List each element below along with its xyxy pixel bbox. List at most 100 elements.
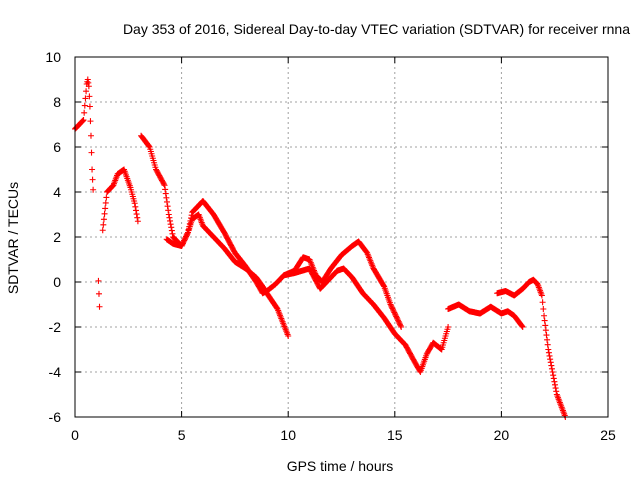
data-point: [132, 207, 139, 214]
x-tick-label: 25: [600, 427, 616, 443]
x-tick-label: 15: [387, 427, 403, 443]
series-arc-4: [280, 265, 452, 375]
data-point: [186, 223, 193, 230]
data-point: [167, 221, 174, 228]
series-arc-5: [445, 301, 526, 330]
data-point: [285, 333, 292, 339]
data-point: [391, 310, 398, 317]
data-point: [542, 327, 549, 334]
data-point: [80, 117, 87, 123]
x-tick-label: 5: [178, 427, 186, 443]
data-point: [519, 324, 526, 330]
data-point: [163, 198, 170, 205]
tick-labels: 0 5 10 15 20 25 -6 -4 -2 0 2 4 6 8 10: [45, 49, 616, 443]
data-point: [83, 88, 90, 95]
data-point: [397, 322, 404, 329]
data-point: [102, 205, 109, 212]
data-point: [540, 306, 547, 312]
data-point: [87, 132, 94, 139]
data-point: [387, 301, 394, 308]
data-point: [388, 302, 395, 309]
data-point: [85, 83, 92, 90]
data-point: [188, 212, 195, 219]
data-point: [165, 207, 172, 214]
data-point: [188, 215, 195, 222]
plot-frame: [74, 56, 609, 418]
data-point: [544, 341, 551, 348]
data-point: [132, 203, 139, 210]
data-point: [380, 282, 387, 289]
data-point: [392, 312, 399, 319]
series-arc-6: [494, 276, 569, 420]
chart-title: Day 353 of 2016, Sidereal Day-to-day VTE…: [123, 21, 630, 37]
data-point: [145, 143, 152, 150]
data-point: [167, 217, 174, 224]
data-point: [79, 118, 86, 125]
data-point: [391, 309, 398, 316]
data-point: [548, 362, 555, 369]
data-point: [103, 194, 110, 201]
data-point: [179, 240, 186, 247]
data-point: [86, 93, 93, 100]
data-point: [552, 385, 559, 392]
data-point: [545, 349, 552, 356]
data-point: [552, 381, 559, 388]
y-tick-label: -6: [49, 409, 62, 425]
x-tick-label: 10: [280, 427, 296, 443]
data-point: [95, 290, 102, 297]
data-point: [186, 220, 193, 227]
data-point: [163, 194, 170, 201]
data-point: [541, 317, 548, 324]
data-point: [542, 322, 549, 329]
data-point: [393, 314, 400, 321]
data-point: [549, 369, 556, 375]
data-point: [100, 221, 107, 228]
data-point: [100, 216, 107, 223]
data-point: [545, 346, 552, 353]
y-tick-label: 10: [45, 49, 61, 65]
data-point: [89, 166, 96, 173]
data-point: [544, 336, 551, 343]
data-point: [553, 388, 560, 395]
data-point: [547, 356, 554, 363]
data-point: [187, 217, 194, 224]
data-point: [539, 299, 546, 306]
data-point: [551, 378, 558, 385]
data-point: [183, 233, 190, 240]
series-arc-2: [138, 132, 292, 339]
data-point: [185, 226, 192, 233]
y-tick-label: 8: [53, 94, 61, 110]
data-point: [165, 211, 172, 218]
data-point: [184, 230, 191, 237]
data-point: [445, 324, 452, 330]
data-point: [395, 318, 402, 325]
data-point: [169, 230, 176, 237]
data-point: [134, 218, 141, 225]
data-point: [181, 236, 188, 243]
data-point: [162, 190, 169, 197]
data-point: [168, 224, 175, 231]
data-point: [102, 199, 109, 206]
series-arc-1: [99, 166, 141, 234]
data-point: [81, 102, 88, 109]
data-point: [95, 277, 102, 284]
data-point: [133, 211, 140, 218]
data-point: [390, 308, 397, 315]
data-point: [161, 182, 168, 189]
grid-lines: [75, 57, 608, 417]
data-point: [134, 214, 141, 221]
data-point: [393, 313, 400, 320]
data-point: [394, 316, 401, 323]
data-point: [82, 95, 89, 102]
data-point: [182, 234, 189, 241]
y-tick-label: 0: [53, 274, 61, 290]
data-point: [396, 320, 403, 327]
y-axis-label: SDTVAR / TECUs: [5, 182, 21, 294]
data-point: [96, 303, 103, 310]
y-tick-label: 6: [53, 139, 61, 155]
data-point: [89, 176, 96, 183]
series-early-arc: [72, 76, 97, 193]
data-point: [550, 372, 557, 379]
data-point: [168, 227, 175, 234]
series-arc-3: [163, 198, 405, 330]
